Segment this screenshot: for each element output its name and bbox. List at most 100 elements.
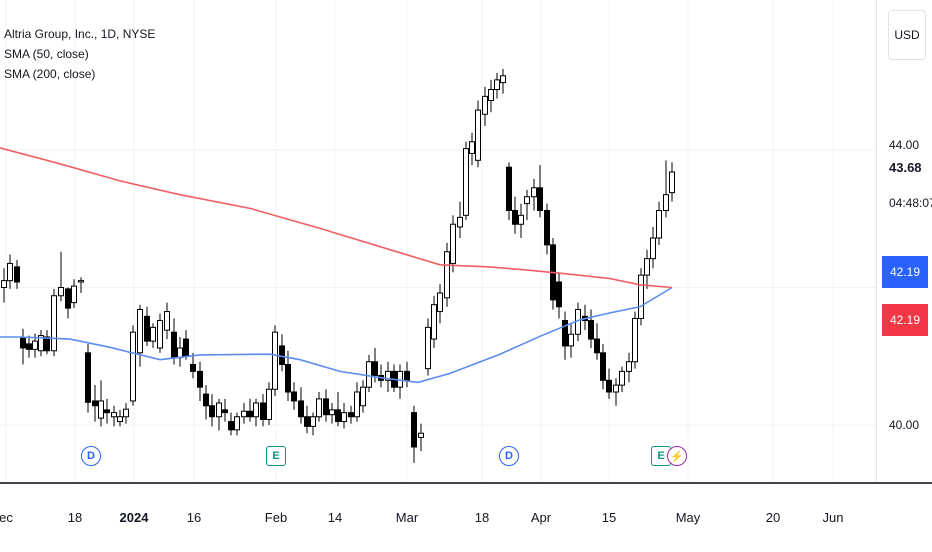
candle-body — [164, 311, 170, 331]
candle-body — [272, 331, 278, 390]
candle-body — [253, 402, 259, 418]
symbol-title[interactable]: Altria Group, Inc., 1D, NYSE — [4, 27, 156, 41]
candle-body — [644, 258, 650, 276]
time-axis[interactable]: ec 18 2024 16 Feb 14 Mar 18 Apr 15 May 2… — [0, 482, 932, 552]
earnings-icon[interactable]: E — [651, 446, 671, 466]
candle-body — [632, 317, 638, 363]
candle-body — [450, 223, 456, 264]
candle-body — [562, 320, 568, 347]
candle-body — [444, 251, 450, 299]
candle-body — [475, 109, 481, 161]
candle-body — [638, 274, 644, 319]
candle-body — [32, 340, 38, 350]
candle-body — [323, 398, 329, 416]
candle-body — [203, 393, 209, 407]
candle-body — [600, 352, 606, 381]
candle-body — [372, 361, 378, 376]
candle-body — [150, 326, 156, 342]
dividend-icon[interactable]: D — [81, 446, 101, 466]
candle-body — [488, 89, 494, 101]
candle-body — [183, 338, 189, 357]
candle-body — [197, 370, 203, 388]
candle-body — [329, 409, 335, 416]
last-price-label: 43.68 — [889, 160, 922, 175]
candle-body — [482, 95, 488, 115]
candle-body — [260, 402, 266, 420]
candle-body — [669, 171, 675, 194]
lightning-icon[interactable]: ⚡ — [667, 446, 687, 466]
candle-body — [335, 409, 341, 423]
candle-body — [556, 281, 562, 308]
candle-body — [26, 343, 32, 350]
price-chart[interactable] — [0, 0, 876, 482]
candle-body — [457, 216, 463, 228]
candle-body — [494, 79, 500, 90]
candle-body — [411, 412, 417, 448]
candle-body — [463, 148, 469, 216]
sma200-line — [0, 147, 673, 289]
candle-body — [437, 292, 443, 313]
sma200-legend[interactable]: SMA (200, close) — [4, 67, 96, 81]
candle-body — [316, 398, 322, 418]
sma50-line — [0, 286, 673, 384]
time-tick: Mar — [395, 510, 419, 525]
time-tick: Apr — [530, 510, 552, 525]
candle-body — [71, 285, 77, 304]
candle-body — [228, 421, 234, 431]
candle-body — [157, 320, 163, 349]
currency-button[interactable]: USD — [888, 10, 926, 60]
candle-body — [531, 187, 537, 198]
candle-body — [216, 402, 222, 418]
candle-body — [7, 262, 13, 282]
candle-body — [298, 400, 304, 418]
earnings-icon[interactable]: E — [266, 446, 286, 466]
candle-body — [177, 347, 183, 359]
time-tick: ec — [0, 510, 13, 525]
time-tick: 14 — [327, 510, 343, 525]
candle-body — [130, 331, 136, 402]
candle-body — [341, 412, 347, 423]
candle-body — [92, 400, 98, 407]
chart-area[interactable]: Altria Group, Inc., 1D, NYSE SMA (50, cl… — [0, 0, 876, 482]
time-tick: 18 — [474, 510, 490, 525]
candle-body — [418, 432, 424, 438]
candle-body — [190, 364, 196, 372]
candle-body — [241, 410, 247, 418]
time-tick: May — [675, 510, 701, 525]
candle-body — [310, 416, 316, 427]
time-tick: 15 — [601, 510, 617, 525]
candle-body — [568, 333, 574, 347]
candle-body — [512, 210, 518, 225]
candle-body — [291, 391, 297, 402]
candle-body — [348, 412, 354, 418]
candle-body — [524, 196, 530, 205]
candle-body — [506, 166, 512, 211]
candle-body — [14, 266, 20, 283]
candle-body — [366, 361, 372, 388]
candle-body — [518, 214, 524, 225]
candle-body — [38, 335, 44, 352]
sma50-price-badge: 42.19 — [882, 256, 928, 288]
candle-body — [606, 379, 612, 393]
time-tick: Feb — [264, 510, 288, 525]
candle-body — [58, 287, 64, 297]
candle-body — [266, 388, 272, 420]
candle-body — [123, 408, 129, 418]
candle-body — [117, 416, 123, 423]
candle-body — [98, 400, 104, 419]
candle-body — [209, 405, 215, 418]
time-tick: 20 — [765, 510, 781, 525]
price-scale[interactable] — [876, 0, 932, 482]
candle-body — [656, 210, 662, 239]
time-tick: 16 — [186, 510, 202, 525]
time-tick: 2024 — [119, 510, 149, 525]
candle-body — [78, 280, 84, 283]
time-tick: 18 — [67, 510, 83, 525]
candle-body — [619, 370, 625, 386]
candle-body — [137, 309, 143, 354]
candle-body — [500, 75, 506, 84]
sma50-legend[interactable]: SMA (50, close) — [4, 47, 89, 61]
candle-body — [20, 336, 26, 349]
chart-legend: Altria Group, Inc., 1D, NYSE SMA (50, cl… — [4, 24, 155, 84]
dividend-icon[interactable]: D — [499, 446, 519, 466]
